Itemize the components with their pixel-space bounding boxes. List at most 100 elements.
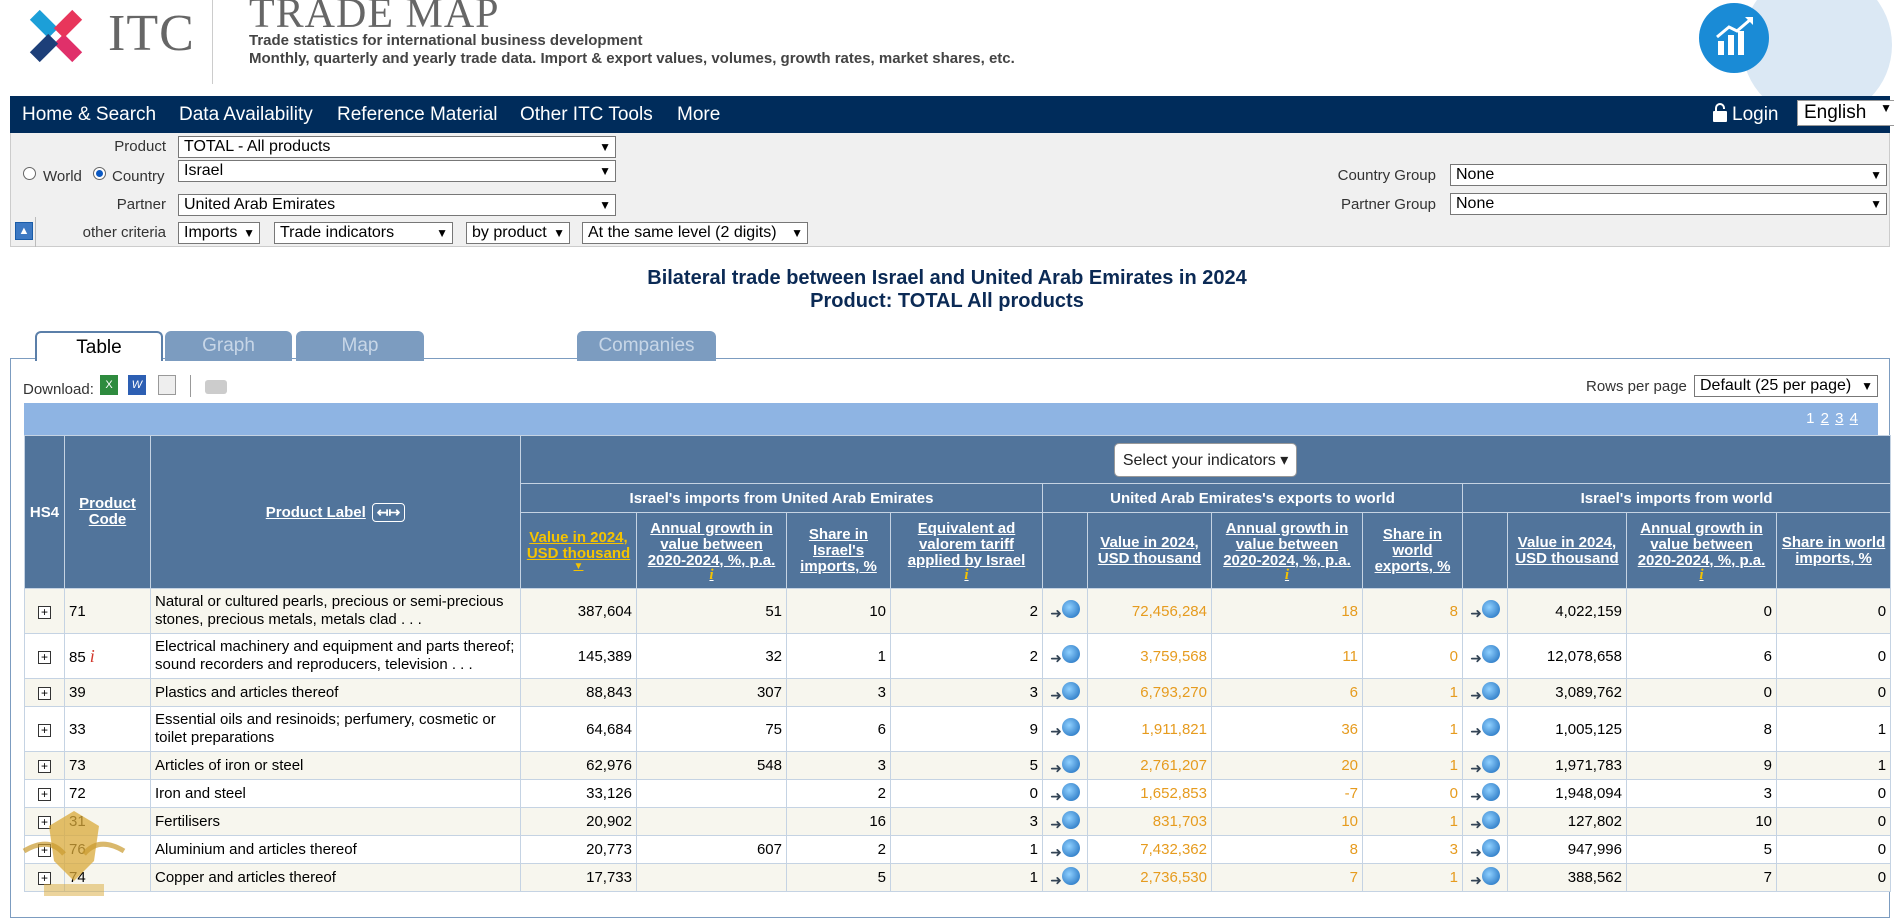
globe-icon[interactable]: [1481, 866, 1500, 885]
trade-map-chart-icon[interactable]: [1699, 3, 1769, 73]
globe-icon[interactable]: [1061, 600, 1080, 618]
table-row[interactable]: +39 Plastics and articles thereof 88,843 30…: [24, 678, 1892, 707]
col-isr-annual-growth[interactable]: Annual growth in value between 2020-2024…: [1626, 512, 1777, 589]
col-share-world-exports[interactable]: Share in world exports, %: [1362, 512, 1463, 589]
rows-per-page-value: Default (25 per page): [1700, 377, 1852, 394]
nav-data-availability[interactable]: Data Availability: [179, 104, 313, 125]
expand-plus-icon[interactable]: +: [38, 650, 51, 664]
expand-plus-icon[interactable]: +: [38, 723, 51, 737]
rows-per-page-label: Rows per page: [1586, 378, 1687, 395]
col-annual-growth[interactable]: Annual growth in value between 2020-2024…: [636, 512, 787, 589]
nav-more[interactable]: More: [677, 104, 721, 125]
indicator-type-select[interactable]: Trade indicators ▼: [274, 222, 453, 244]
info-icon[interactable]: i: [1284, 566, 1290, 583]
nav-reference-material[interactable]: Reference Material: [337, 104, 498, 125]
table-row[interactable]: +73 Articles of iron or steel 62,976 548 3 5 ➜…: [24, 751, 1892, 780]
globe-icon[interactable]: [1061, 718, 1080, 736]
col-growth-label: Annual growth in value between 2020-2024…: [1223, 519, 1351, 569]
chevron-down-icon: ▼: [1870, 168, 1882, 182]
trade-flow-select[interactable]: Imports ▼: [178, 222, 260, 244]
table-row[interactable]: +74Copper and articles thereof17,73351➜2…: [24, 863, 1892, 892]
globe-icon[interactable]: [1061, 645, 1080, 663]
globe-icon[interactable]: [1481, 782, 1500, 801]
product-code-header[interactable]: Product Code: [64, 435, 151, 589]
rows-per-page-select[interactable]: Default (25 per page) ▼: [1694, 375, 1878, 397]
lock-icon[interactable]: [1712, 102, 1728, 124]
expand-plus-icon[interactable]: +: [38, 760, 51, 773]
expand-plus-icon[interactable]: +: [38, 687, 51, 700]
table-row[interactable]: +71 Natural or cultured pearls, precious …: [24, 588, 1892, 634]
globe-icon[interactable]: [1061, 681, 1080, 700]
product-label-sort[interactable]: Product Label: [265, 503, 366, 521]
col-uae-annual-growth[interactable]: Annual growth in value between 2020-2024…: [1211, 512, 1363, 589]
table-row[interactable]: +76Aluminium and articles thereof20,7736…: [24, 835, 1892, 864]
expand-plus-icon[interactable]: +: [38, 605, 51, 619]
info-icon[interactable]: i: [964, 566, 969, 583]
globe-icon[interactable]: [1061, 782, 1080, 801]
product-level-select[interactable]: At the same level (2 digits) ▼: [582, 222, 808, 244]
expand-cell: +: [24, 633, 65, 679]
globe-icon[interactable]: [1061, 866, 1080, 885]
tab-map[interactable]: Map: [296, 331, 424, 361]
partner-select[interactable]: United Arab Emirates ▼: [178, 194, 616, 216]
word-icon[interactable]: W: [128, 375, 146, 395]
breakdown-select[interactable]: by product ▼: [466, 222, 570, 244]
partner-value: United Arab Emirates: [184, 196, 336, 213]
page-3-link[interactable]: 3: [1835, 410, 1844, 427]
tab-graph[interactable]: Graph: [165, 331, 292, 361]
col-tariff[interactable]: Equivalent ad valorem tariff applied by …: [890, 512, 1043, 589]
expand-plus-icon[interactable]: +: [38, 788, 51, 801]
select-indicators-button[interactable]: Select your indicators ▾: [1113, 442, 1298, 477]
text-file-icon[interactable]: [158, 375, 176, 395]
excel-icon[interactable]: X: [100, 375, 118, 395]
chevron-down-icon: ▼: [599, 140, 611, 154]
printer-icon[interactable]: [205, 380, 227, 394]
table-row[interactable]: +85 i Electrical machinery and equipment a…: [24, 633, 1892, 679]
login-link[interactable]: Login: [1732, 104, 1779, 125]
info-icon[interactable]: i: [1699, 566, 1704, 583]
collapse-criteria-icon[interactable]: ▲: [15, 222, 33, 240]
globe-icon[interactable]: [1481, 838, 1500, 857]
table-row[interactable]: +33 Essential oils and resinoids; perfume…: [24, 706, 1892, 752]
globe-icon[interactable]: [1481, 681, 1500, 700]
country-group-select[interactable]: None ▼: [1450, 164, 1887, 186]
country-select[interactable]: Israel ▼: [178, 160, 616, 182]
nav-other-itc-tools[interactable]: Other ITC Tools: [520, 104, 653, 125]
nav-home-search[interactable]: Home & Search: [22, 104, 157, 125]
globe-icon[interactable]: [1481, 718, 1500, 736]
country-radio[interactable]: [93, 167, 106, 180]
page-4-link[interactable]: 4: [1849, 410, 1858, 427]
info-icon[interactable]: i: [709, 566, 714, 583]
expand-plus-icon[interactable]: +: [38, 816, 51, 829]
map-link-cell: ➜: [1042, 633, 1088, 679]
tab-companies[interactable]: Companies: [577, 331, 716, 361]
col-uae-value-2024[interactable]: Value in 2024, USD thousand: [1087, 512, 1212, 589]
world-radio[interactable]: [23, 167, 36, 180]
col-share-israel-imports[interactable]: Share in Israel's imports, %: [786, 512, 891, 589]
info-icon[interactable]: i: [89, 645, 95, 666]
itc-logo-icon[interactable]: [10, 0, 180, 72]
other-criteria-label: other criteria: [82, 224, 166, 241]
col-share-world-imports[interactable]: Share in world imports, %: [1775, 512, 1892, 589]
globe-icon[interactable]: [1481, 754, 1500, 773]
partner-label: Partner: [116, 196, 166, 213]
share-cell: 2: [786, 779, 891, 808]
col-map-link: [1462, 512, 1508, 589]
globe-icon[interactable]: [1481, 810, 1500, 829]
globe-icon[interactable]: [1061, 754, 1080, 773]
col-isr-value-2024[interactable]: Value in 2024, USD thousand: [1507, 512, 1627, 589]
tab-table[interactable]: Table: [35, 331, 163, 361]
col-value-2024-sorted[interactable]: Value in 2024, USD thousand ▼: [520, 512, 637, 589]
page-2-link[interactable]: 2: [1820, 410, 1829, 427]
globe-icon[interactable]: [1061, 810, 1080, 829]
table-row[interactable]: +31Fertilisers20,902163➜831,703101➜127,8…: [24, 807, 1892, 836]
globe-icon[interactable]: [1481, 600, 1500, 618]
partner-group-select[interactable]: None ▼: [1450, 193, 1887, 215]
resize-column-icon[interactable]: ↤↦: [371, 502, 406, 522]
app-title[interactable]: TRADE MAP: [249, 0, 500, 37]
globe-icon[interactable]: [1061, 838, 1080, 857]
globe-icon[interactable]: [1481, 645, 1500, 663]
product-select[interactable]: TOTAL - All products ▼: [178, 136, 616, 158]
language-select[interactable]: English ▼: [1797, 100, 1894, 126]
table-row[interactable]: +72 Iron and steel 33,126 2 0 ➜ 1,652,853 -7 0 ➜ 1…: [24, 779, 1892, 808]
